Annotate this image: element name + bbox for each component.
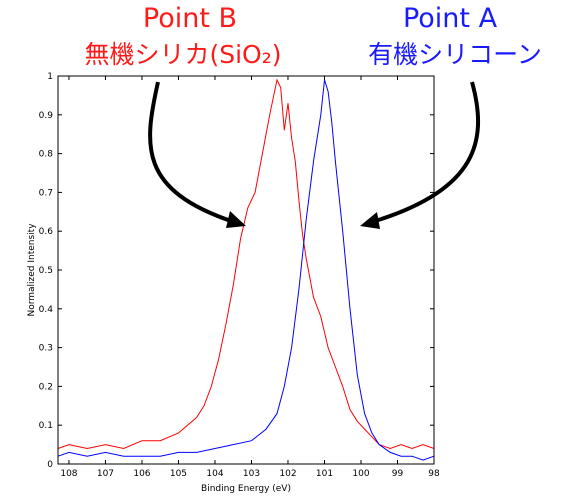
y-tick-label: 0.7 bbox=[39, 188, 53, 198]
y-axis-title: Normalized Intensity bbox=[27, 223, 37, 317]
plot-frame bbox=[57, 75, 435, 465]
y-tick-label: 0.2 bbox=[39, 382, 53, 392]
x-tick-label: 108 bbox=[60, 469, 77, 479]
y-tick-label: 0.4 bbox=[39, 305, 54, 315]
x-tick-label: 107 bbox=[97, 469, 114, 479]
plot-area bbox=[57, 78, 435, 461]
y-tick-label: 0.3 bbox=[39, 344, 53, 354]
x-tick-label: 98 bbox=[428, 469, 440, 479]
x-tick-label: 106 bbox=[133, 469, 150, 479]
y-tick-label: 0.5 bbox=[39, 266, 53, 276]
x-tick-label: 99 bbox=[392, 469, 404, 479]
axes: 108 107 106 105 104 103 102 101 100 99 98 0 0.1 0.2 0.… bbox=[27, 72, 440, 494]
point-b-title: Point B bbox=[142, 3, 238, 34]
point-a-arrowhead bbox=[360, 212, 380, 229]
y-tick-label: 1 bbox=[47, 72, 53, 82]
x-tick-label: 103 bbox=[243, 469, 260, 479]
annotation-arrows bbox=[148, 81, 480, 229]
x-tick-label: 100 bbox=[352, 469, 369, 479]
series-line-2 bbox=[57, 79, 435, 461]
x-tick-label: 101 bbox=[316, 469, 333, 479]
y-tick-label: 0.1 bbox=[39, 421, 53, 431]
x-tick-label: 102 bbox=[279, 469, 296, 479]
point-b-subtitle: 無機シリカ(SiO₂) bbox=[84, 40, 282, 69]
x-axis-title: Binding Energy (eV) bbox=[201, 484, 291, 494]
y-tick-label: 0 bbox=[47, 460, 53, 470]
point-b-arrow bbox=[148, 81, 235, 224]
point-a-arrow bbox=[371, 81, 480, 224]
point-a-title: Point A bbox=[402, 3, 498, 34]
y-tick-label: 0.8 bbox=[39, 150, 54, 160]
x-tick-label: 105 bbox=[170, 469, 187, 479]
y-tick-label: 0.9 bbox=[39, 111, 54, 121]
y-tick-label: 0.6 bbox=[39, 227, 54, 237]
x-tick-label: 104 bbox=[206, 469, 223, 479]
point-a-subtitle: 有機シリコーン bbox=[368, 40, 542, 69]
point-b-arrowhead bbox=[226, 211, 246, 228]
series-line-1 bbox=[57, 78, 435, 450]
